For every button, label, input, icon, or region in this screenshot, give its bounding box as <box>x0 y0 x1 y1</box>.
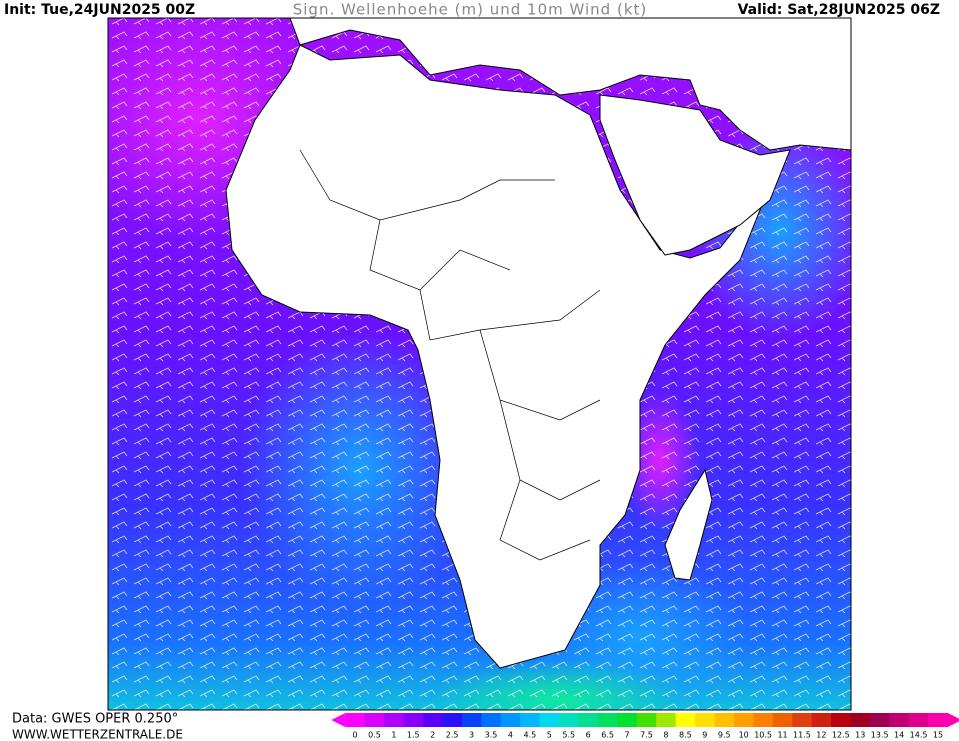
colorbar-tick-label: 1 <box>391 731 396 740</box>
map <box>108 18 851 710</box>
colorbar-box <box>656 713 676 727</box>
colorbar-box <box>811 713 832 727</box>
colorbar-tick-label: 9.5 <box>718 731 731 740</box>
colorbar-box <box>636 713 657 727</box>
colorbar-tick-label: 6 <box>586 731 591 740</box>
colorbar-box <box>869 713 890 727</box>
colorbar-box <box>461 713 482 727</box>
init-time: Init: Tue,24JUN2025 00Z <box>4 2 195 18</box>
colorbar-box <box>928 713 949 727</box>
colorbar-box <box>714 713 735 727</box>
colorbar-box <box>733 713 754 727</box>
colorbar-box <box>889 713 910 727</box>
colorbar-box <box>578 713 599 727</box>
colorbar-box <box>772 713 793 727</box>
colorbar-tick-label: 14.5 <box>910 731 928 740</box>
colorbar-box <box>384 713 404 727</box>
colorbar-tick-label: 12.5 <box>832 731 850 740</box>
colorbar-tick-label: 5 <box>547 731 552 740</box>
colorbar-tick-label: 8 <box>663 731 668 740</box>
colorbar-tick-label: 2 <box>430 731 435 740</box>
colorbar-tick-label: 3.5 <box>485 731 498 740</box>
colorbar-box <box>345 713 366 727</box>
map-title: Sign. Wellenhoehe (m) und 10m Wind (kt) <box>293 1 648 19</box>
colorbar-box <box>908 713 929 727</box>
valid-time: Valid: Sat,28JUN2025 06Z <box>738 2 940 18</box>
colorbar-tick-label: 5.5 <box>562 731 575 740</box>
data-source: Data: GWES OPER 0.250° <box>12 712 178 727</box>
colorbar-tick-label: 7.5 <box>640 731 653 740</box>
colorbar-tick-label: 2.5 <box>446 731 459 740</box>
colorbar-box <box>695 713 715 727</box>
colorbar-tick-label: 11 <box>777 731 787 740</box>
colorbar-tick-label: 13.5 <box>871 731 889 740</box>
colorbar-box <box>442 713 463 727</box>
colorbar-tick-label: 15 <box>933 731 943 740</box>
colorbar-tick-label: 10.5 <box>754 731 772 740</box>
colorbar-arrow-left <box>331 713 346 727</box>
colorbar-tick-label: 4.5 <box>524 731 537 740</box>
colorbar-box <box>753 713 774 727</box>
colorbar-tick-label: 10 <box>739 731 749 740</box>
colorbar-box <box>617 713 638 727</box>
website: WWW.WETTERZENTRALE.DE <box>12 728 183 741</box>
colorbar-tick-label: 13 <box>855 731 865 740</box>
colorbar-box <box>792 713 812 727</box>
colorbar-box <box>403 713 424 727</box>
colorbar-tick-label: 11.5 <box>793 731 811 740</box>
map-frame <box>107 17 852 711</box>
colorbar-box <box>831 713 851 727</box>
colorbar-tick-label: 12 <box>816 731 826 740</box>
colorbar-tick-label: 14 <box>894 731 904 740</box>
colorbar-box <box>481 713 502 727</box>
colorbar-tick-label: 1.5 <box>407 731 420 740</box>
colorbar-tick-label: 6.5 <box>601 731 614 740</box>
colorbar-tick-label: 8.5 <box>679 731 692 740</box>
colorbar-box <box>597 713 618 727</box>
colorbar-tick-label: 0 <box>352 731 357 740</box>
colorbar-tick-label: 4 <box>508 731 513 740</box>
colorbar-tick-label: 9 <box>702 731 707 740</box>
colorbar-box <box>675 713 696 727</box>
colorbar-tick-label: 0.5 <box>368 731 381 740</box>
colorbar-box <box>500 713 521 727</box>
colorbar: 0 0.5 1 1.5 2 2.5 3 3.5 4 4.5 5 5.5 6 6.5 7 7.5 8 8.5 9 9.5… <box>331 713 959 740</box>
colorbar-box <box>520 713 540 727</box>
colorbar-box <box>850 713 871 727</box>
colorbar-tick-label: 7 <box>625 731 630 740</box>
colorbar-arrow-right <box>947 713 959 727</box>
colorbar-box <box>559 713 579 727</box>
colorbar-tick-label: 3 <box>469 731 474 740</box>
colorbar-box <box>423 713 443 727</box>
colorbar-box <box>364 713 385 727</box>
colorbar-box <box>539 713 560 727</box>
